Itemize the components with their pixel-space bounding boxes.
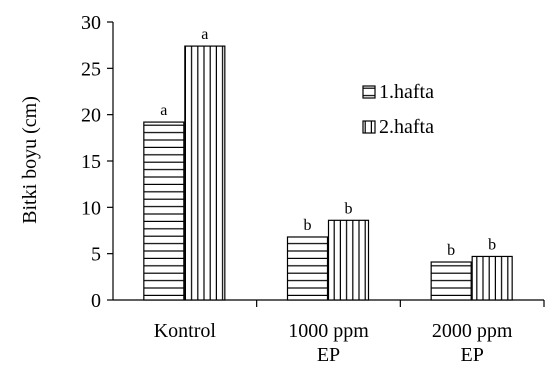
legend-swatch xyxy=(362,85,376,99)
bar-hafta2 xyxy=(471,255,513,301)
significance-label: b xyxy=(488,236,496,253)
y-tick-label: 20 xyxy=(81,105,101,127)
y-tick-label: 5 xyxy=(91,244,101,266)
significance-label: b xyxy=(447,242,455,259)
category-label: EP xyxy=(460,344,483,366)
legend-label: 2.hafta xyxy=(379,116,434,138)
y-tick-label: 15 xyxy=(81,151,101,173)
significance-label: b xyxy=(345,200,353,217)
y-tick-label: 0 xyxy=(91,290,101,312)
legend-swatch xyxy=(362,120,376,134)
bar-hafta1 xyxy=(430,261,472,301)
category-label: EP xyxy=(317,344,340,366)
significance-label: a xyxy=(201,26,208,43)
y-axis-title: Bitki boyu (cm) xyxy=(19,96,41,224)
legend-label: 1.hafta xyxy=(379,81,434,103)
y-tick-label: 25 xyxy=(81,58,101,80)
bar-hafta1 xyxy=(286,236,329,301)
bar-hafta2 xyxy=(327,219,370,301)
category-label: 1000 ppm xyxy=(288,320,369,342)
legend: 1.hafta 2.hafta xyxy=(362,81,434,138)
bars xyxy=(143,45,513,301)
bar-hafta1 xyxy=(143,121,185,301)
category-label: Kontrol xyxy=(154,320,217,342)
significance-label: b xyxy=(304,217,312,234)
y-tick-label: 30 xyxy=(81,12,101,34)
category-label: 2000 ppm xyxy=(432,320,513,342)
bar-hafta2 xyxy=(184,45,226,301)
y-tick-label: 10 xyxy=(81,197,101,219)
significance-label: a xyxy=(160,102,167,119)
